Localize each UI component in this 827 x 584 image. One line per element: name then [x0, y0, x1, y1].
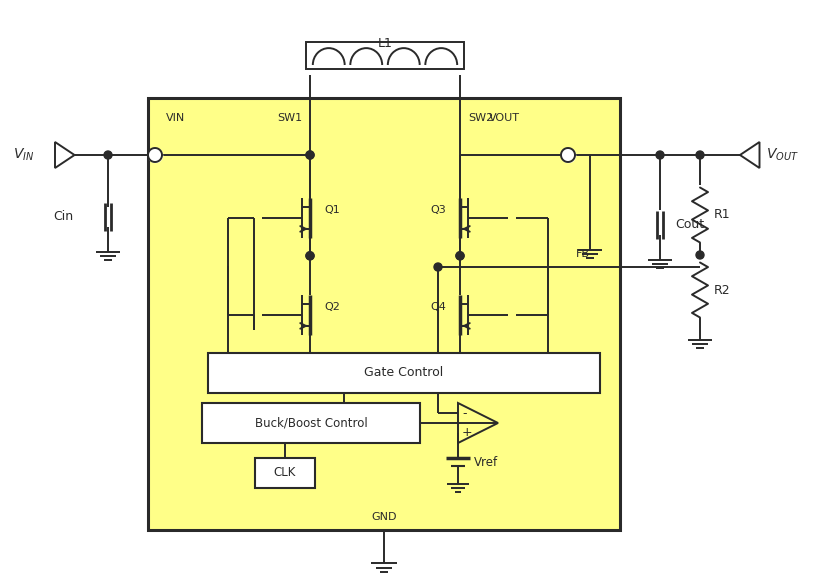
Bar [255, 458, 315, 488]
Text: R1: R1 [714, 208, 730, 221]
Text: L1: L1 [378, 37, 393, 50]
Circle shape [306, 151, 314, 159]
Circle shape [696, 251, 704, 259]
Circle shape [104, 151, 112, 159]
Bar [306, 42, 464, 69]
Text: Vref: Vref [474, 456, 498, 468]
Circle shape [306, 151, 314, 159]
Text: $V_{IN}$: $V_{IN}$ [13, 147, 35, 163]
Text: +: + [462, 426, 472, 439]
Text: Cin: Cin [53, 210, 73, 224]
Text: Q2: Q2 [324, 302, 340, 312]
Text: Cout: Cout [675, 218, 704, 231]
Text: SW1: SW1 [277, 113, 302, 123]
Text: VIN: VIN [166, 113, 185, 123]
Text: Q1: Q1 [324, 205, 340, 215]
Text: R2: R2 [714, 283, 730, 297]
Circle shape [306, 252, 314, 260]
Text: $V_{OUT}$: $V_{OUT}$ [766, 147, 798, 163]
Circle shape [306, 252, 314, 260]
Text: Gate Control: Gate Control [365, 367, 443, 380]
Text: VOUT: VOUT [489, 113, 520, 123]
Circle shape [656, 151, 664, 159]
Bar [148, 98, 620, 530]
Text: FB: FB [576, 249, 590, 259]
Circle shape [456, 252, 464, 260]
Text: CLK: CLK [274, 467, 296, 479]
Text: -: - [462, 408, 466, 420]
Circle shape [696, 151, 704, 159]
Text: SW2: SW2 [468, 113, 493, 123]
Circle shape [434, 263, 442, 271]
Circle shape [456, 252, 464, 260]
Text: Q3: Q3 [430, 205, 446, 215]
Bar [208, 353, 600, 393]
Text: GND: GND [371, 512, 397, 522]
Bar [202, 403, 420, 443]
Text: Q4: Q4 [430, 302, 446, 312]
Text: Buck/Boost Control: Buck/Boost Control [255, 416, 367, 429]
